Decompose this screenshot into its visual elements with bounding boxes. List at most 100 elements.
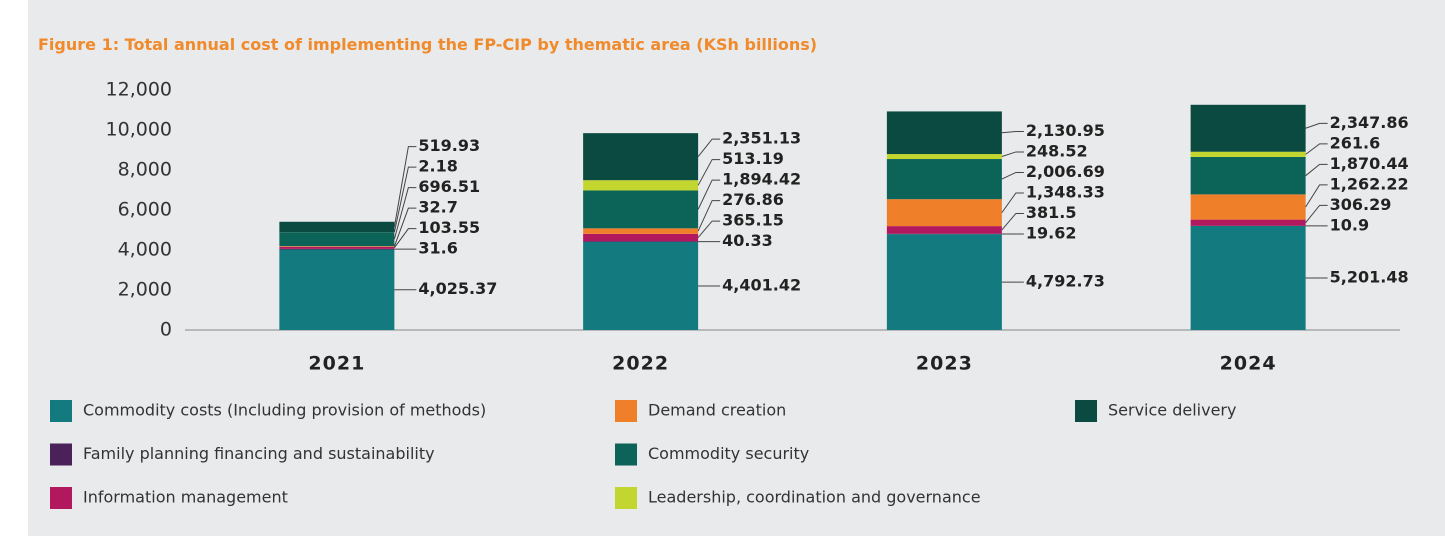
legend-label: Service delivery [1108, 401, 1236, 420]
value-label: 1,348.33 [1026, 182, 1105, 201]
x-tick-label: 2022 [612, 353, 669, 375]
bar-segment [1190, 219, 1306, 226]
value-label: 19.62 [1026, 223, 1077, 242]
value-label: 513.19 [722, 149, 784, 168]
x-tick-label: 2021 [308, 353, 365, 375]
value-label: 261.6 [1330, 133, 1381, 152]
y-tick-label: 0 [160, 319, 172, 341]
value-label: 696.51 [418, 177, 480, 196]
value-label: 4,401.42 [722, 275, 801, 294]
leader-line [1001, 171, 1024, 180]
bar-segment [583, 241, 699, 330]
bar-segment [279, 246, 395, 249]
bar-segment [886, 199, 1002, 227]
value-label: 2,347.86 [1330, 113, 1409, 132]
legend-swatch [1075, 400, 1097, 422]
leader-line [697, 159, 721, 186]
legend-swatch [50, 487, 72, 509]
legend-label: Commodity security [648, 444, 809, 463]
bar-segment [279, 246, 395, 247]
bar-segment [1190, 156, 1306, 195]
value-label: 32.7 [418, 198, 457, 217]
bar-segment [1190, 104, 1306, 152]
bar-segment [583, 190, 699, 229]
bar-segment [279, 248, 395, 250]
leader-line [393, 228, 417, 249]
value-label: 381.5 [1026, 203, 1077, 222]
x-tick-label: 2024 [1220, 353, 1277, 375]
leader-line [1305, 143, 1328, 155]
legend-swatch [615, 400, 637, 422]
leader-line [1001, 212, 1024, 231]
value-label: 4,025.37 [418, 279, 497, 298]
bar-segment [1190, 194, 1306, 220]
leader-line [1305, 122, 1328, 129]
bar-segment [583, 241, 699, 242]
value-label: 2,006.69 [1026, 162, 1105, 181]
legend-label: Information management [83, 488, 288, 507]
legend-label: Demand creation [648, 401, 786, 420]
leader-line [1305, 184, 1328, 208]
y-tick-label: 12,000 [106, 79, 172, 101]
value-label: 1,870.44 [1330, 154, 1409, 173]
bar-segment [886, 226, 1002, 234]
value-label: 276.86 [722, 190, 784, 209]
leader-line [1001, 151, 1024, 158]
leader-line [697, 138, 721, 157]
legend-swatch [615, 443, 637, 466]
bar-segment [886, 159, 1002, 200]
legend-swatch [615, 487, 637, 509]
leader-line [1305, 204, 1328, 224]
value-label: 31.6 [418, 239, 457, 258]
value-label: 10.9 [1330, 215, 1369, 234]
chart-title: Figure 1: Total annual cost of implement… [38, 35, 817, 54]
value-label: 40.33 [722, 231, 773, 250]
leader-line [1305, 163, 1328, 177]
y-tick-label: 2,000 [118, 279, 172, 301]
x-tick-label: 2023 [916, 353, 973, 375]
bar-segment [583, 228, 699, 234]
bar-segment [279, 249, 395, 330]
bar-segment [583, 180, 699, 191]
value-label: 306.29 [1330, 195, 1392, 214]
value-label: 5,201.48 [1330, 267, 1409, 286]
y-tick-label: 4,000 [118, 239, 172, 261]
leader-line [697, 220, 721, 238]
value-label: 2.18 [418, 157, 457, 176]
bar-segment [279, 232, 395, 247]
legend-label: Commodity costs (Including provision of … [83, 401, 486, 420]
y-tick-label: 6,000 [118, 199, 172, 221]
bar-segment [886, 111, 1002, 155]
leader-line [1001, 192, 1024, 213]
value-label: 519.93 [418, 136, 480, 155]
value-label: 1,262.22 [1330, 174, 1409, 193]
leader-line [697, 179, 721, 210]
legend-swatch [50, 443, 72, 466]
bar-segment [1190, 151, 1306, 157]
legend-label: Family planning financing and sustainabi… [83, 444, 435, 463]
legend-swatch [50, 400, 72, 422]
leader-line [393, 187, 417, 240]
value-label: 4,792.73 [1026, 272, 1105, 291]
bar-segment [1190, 225, 1306, 330]
leader-line [393, 166, 417, 233]
leader-line [393, 146, 417, 228]
bar-segment [886, 234, 1002, 330]
value-label: 2,130.95 [1026, 121, 1105, 140]
leader-line [1001, 130, 1024, 134]
bar-segment [886, 154, 1002, 160]
leader-line [393, 207, 417, 247]
bar-segment [279, 221, 395, 233]
bar-segment [583, 133, 699, 181]
bar-segment [583, 233, 699, 242]
value-label: 1,894.42 [722, 170, 801, 189]
value-label: 248.52 [1026, 141, 1088, 160]
legend-label: Leadership, coordination and governance [648, 488, 981, 507]
leader-line [697, 200, 721, 232]
value-label: 103.55 [418, 218, 480, 237]
value-label: 2,351.13 [722, 129, 801, 148]
y-tick-label: 10,000 [106, 119, 172, 141]
y-tick-label: 8,000 [118, 159, 172, 181]
value-label: 365.15 [722, 211, 784, 230]
